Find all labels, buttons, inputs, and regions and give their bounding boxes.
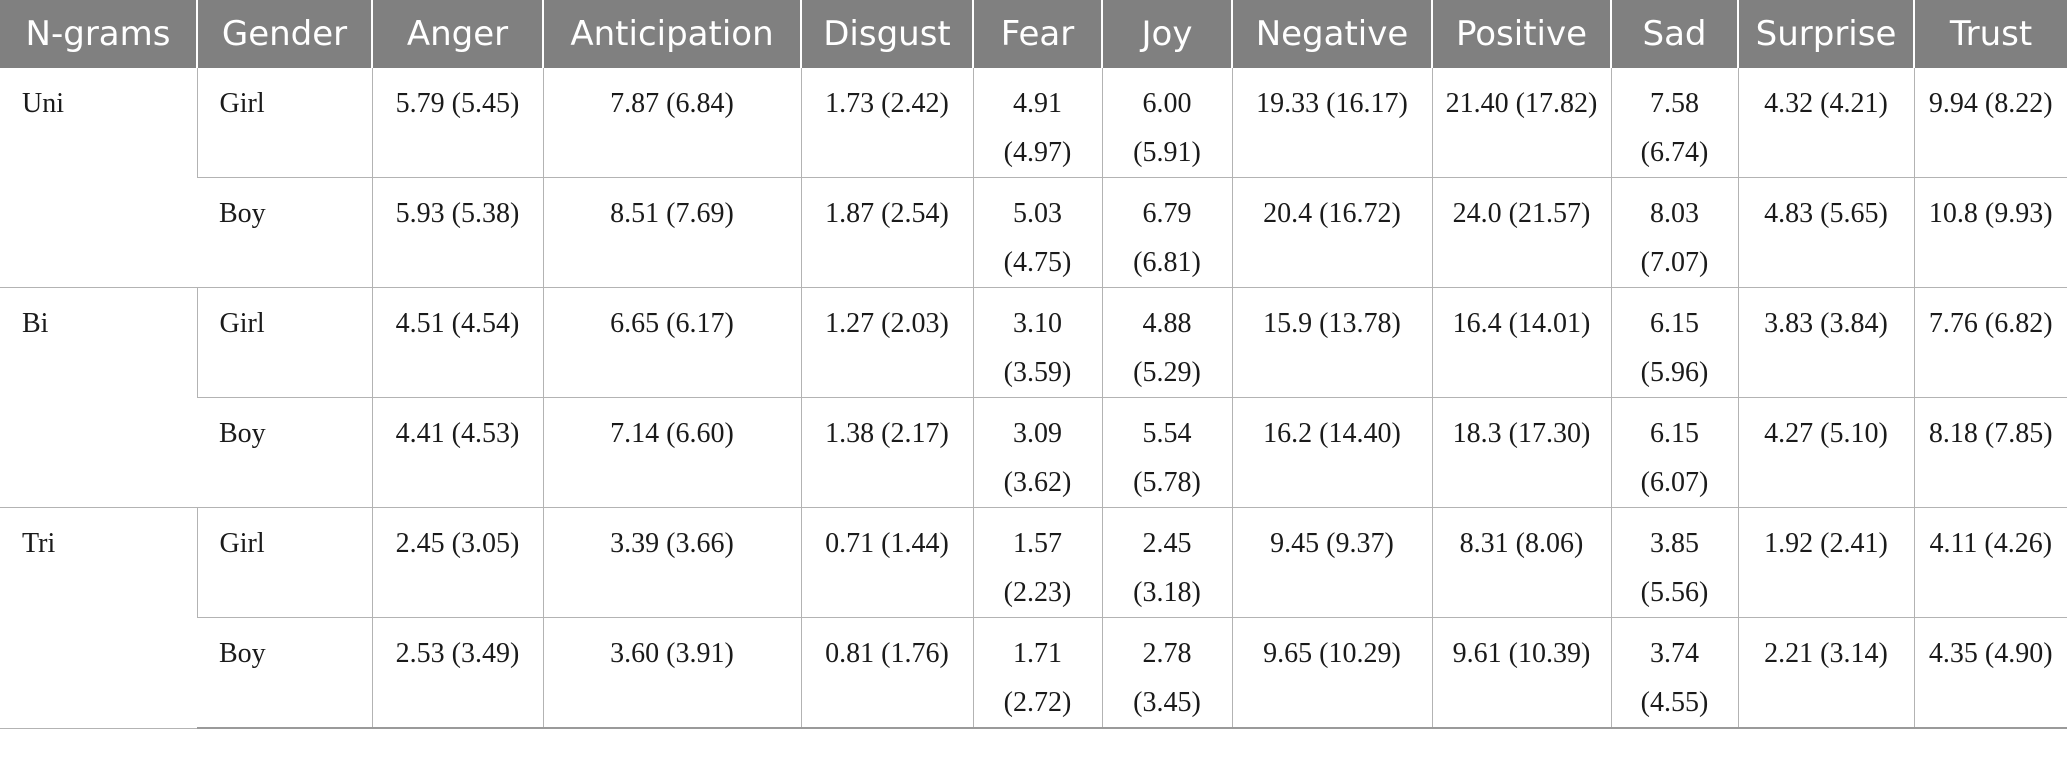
disgust-value-cell: 1.73 (2.42) xyxy=(800,68,973,178)
trust-value-cell: 4.11 (4.26) xyxy=(1913,507,2067,618)
header-positive: Positive xyxy=(1431,0,1611,68)
header-fear: Fear xyxy=(972,0,1102,68)
surprise-value-cell: 4.83 (5.65) xyxy=(1737,177,1914,288)
emotion-table: N-grams Gender Anger Anticipation Disgus… xyxy=(0,0,2067,729)
surprise-value-cell: 2.21 (3.14) xyxy=(1737,617,1914,729)
header-anticipation: Anticipation xyxy=(542,0,801,68)
sad-value-cell: 6.15 (6.07) xyxy=(1610,397,1738,508)
fear-value-cell: 3.09 (3.62) xyxy=(972,397,1102,508)
joy-value-cell: 2.45 (3.18) xyxy=(1101,507,1232,618)
anticipation-value-cell: 3.60 (3.91) xyxy=(542,617,801,729)
gender-cell: Girl xyxy=(196,68,372,178)
gender-cell: Girl xyxy=(196,507,372,618)
anger-value-cell: 2.53 (3.49) xyxy=(371,617,543,729)
header-gender: Gender xyxy=(196,0,372,68)
table-row: Boy 2.53 (3.49) 3.60 (3.91) 0.81 (1.76) 1.71… xyxy=(0,617,2067,729)
table-row: Bi Girl 4.51 (4.54) 6.65 (6.17) 1.27 (2.03) 3… xyxy=(0,287,2067,508)
disgust-value-cell: 0.81 (1.76) xyxy=(800,617,973,729)
anger-value-cell: 4.51 (4.54) xyxy=(371,287,543,398)
surprise-value-cell: 4.27 (5.10) xyxy=(1737,397,1914,508)
negative-value-cell: 9.45 (9.37) xyxy=(1231,507,1432,618)
trust-value-cell: 9.94 (8.22) xyxy=(1913,68,2067,178)
trust-value-cell: 4.35 (4.90) xyxy=(1913,617,2067,729)
positive-value-cell: 16.4 (14.01) xyxy=(1431,287,1611,398)
sad-value-cell: 3.85 (5.56) xyxy=(1610,507,1738,618)
anger-value-cell: 5.93 (5.38) xyxy=(371,177,543,288)
positive-value-cell: 21.40 (17.82) xyxy=(1431,68,1611,178)
anticipation-value-cell: 7.14 (6.60) xyxy=(542,397,801,508)
header-joy: Joy xyxy=(1101,0,1232,68)
sad-value-cell: 8.03 (7.07) xyxy=(1610,177,1738,288)
negative-value-cell: 9.65 (10.29) xyxy=(1231,617,1432,729)
disgust-value-cell: 0.71 (1.44) xyxy=(800,507,973,618)
gender-cell: Boy xyxy=(197,397,372,508)
header-surprise: Surprise xyxy=(1737,0,1914,68)
joy-value-cell: 6.00 (5.91) xyxy=(1101,68,1232,178)
positive-value-cell: 18.3 (17.30) xyxy=(1431,397,1611,508)
positive-value-cell: 24.0 (21.57) xyxy=(1431,177,1611,288)
joy-value-cell: 2.78 (3.45) xyxy=(1101,617,1232,729)
surprise-value-cell: 1.92 (2.41) xyxy=(1737,507,1914,618)
ngram-cell: Bi xyxy=(0,287,197,508)
disgust-value-cell: 1.87 (2.54) xyxy=(800,177,973,288)
joy-value-cell: 4.88 (5.29) xyxy=(1101,287,1232,398)
sad-value-cell: 3.74 (4.55) xyxy=(1610,617,1738,729)
ngram-cell: Uni xyxy=(0,68,197,288)
table-row: Boy 5.93 (5.38) 8.51 (7.69) 1.87 (2.54) 5.03… xyxy=(0,177,2067,288)
sad-value-cell: 6.15 (5.96) xyxy=(1610,287,1738,398)
fear-value-cell: 1.57 (2.23) xyxy=(972,507,1102,618)
anger-value-cell: 5.79 (5.45) xyxy=(371,68,543,178)
gender-cell: Girl xyxy=(196,287,372,398)
gender-cell: Boy xyxy=(197,617,372,729)
header-sad: Sad xyxy=(1610,0,1738,68)
joy-value-cell: 6.79 (6.81) xyxy=(1101,177,1232,288)
gender-cell: Boy xyxy=(197,177,372,288)
table-row: Boy 4.41 (4.53) 7.14 (6.60) 1.38 (2.17) 3.09… xyxy=(0,397,2067,508)
header-ngrams: N-grams xyxy=(0,0,197,68)
positive-value-cell: 8.31 (8.06) xyxy=(1431,507,1611,618)
surprise-value-cell: 3.83 (3.84) xyxy=(1737,287,1914,398)
trust-value-cell: 8.18 (7.85) xyxy=(1913,397,2067,508)
ngram-cell: Tri xyxy=(0,507,197,729)
anticipation-value-cell: 3.39 (3.66) xyxy=(542,507,801,618)
table-row: Tri Girl 2.45 (3.05) 3.39 (3.66) 0.71 (1.44)… xyxy=(0,507,2067,729)
anticipation-value-cell: 6.65 (6.17) xyxy=(542,287,801,398)
negative-value-cell: 20.4 (16.72) xyxy=(1231,177,1432,288)
fear-value-cell: 4.91 (4.97) xyxy=(972,68,1102,178)
table-header: N-grams Gender Anger Anticipation Disgus… xyxy=(0,0,2067,68)
sad-value-cell: 7.58 (6.74) xyxy=(1610,68,1738,178)
joy-value-cell: 5.54 (5.78) xyxy=(1101,397,1232,508)
anger-value-cell: 4.41 (4.53) xyxy=(371,397,543,508)
trust-value-cell: 7.76 (6.82) xyxy=(1913,287,2067,398)
disgust-value-cell: 1.38 (2.17) xyxy=(800,397,973,508)
header-negative: Negative xyxy=(1231,0,1432,68)
header-anger: Anger xyxy=(371,0,543,68)
fear-value-cell: 1.71 (2.72) xyxy=(972,617,1102,729)
fear-value-cell: 5.03 (4.75) xyxy=(972,177,1102,288)
anticipation-value-cell: 7.87 (6.84) xyxy=(542,68,801,178)
positive-value-cell: 9.61 (10.39) xyxy=(1431,617,1611,729)
negative-value-cell: 15.9 (13.78) xyxy=(1231,287,1432,398)
header-row: N-grams Gender Anger Anticipation Disgus… xyxy=(0,0,2067,68)
header-trust: Trust xyxy=(1913,0,2067,68)
fear-value-cell: 3.10 (3.59) xyxy=(972,287,1102,398)
surprise-value-cell: 4.32 (4.21) xyxy=(1737,68,1914,178)
trust-value-cell: 10.8 (9.93) xyxy=(1913,177,2067,288)
table-body: Uni Girl 5.79 (5.45) 7.87 (6.84) 1.73 (2.42)… xyxy=(0,68,2067,729)
anticipation-value-cell: 8.51 (7.69) xyxy=(542,177,801,288)
negative-value-cell: 16.2 (14.40) xyxy=(1231,397,1432,508)
header-disgust: Disgust xyxy=(800,0,973,68)
table-row: Uni Girl 5.79 (5.45) 7.87 (6.84) 1.73 (2.42)… xyxy=(0,68,2067,288)
disgust-value-cell: 1.27 (2.03) xyxy=(800,287,973,398)
negative-value-cell: 19.33 (16.17) xyxy=(1231,68,1432,178)
anger-value-cell: 2.45 (3.05) xyxy=(371,507,543,618)
